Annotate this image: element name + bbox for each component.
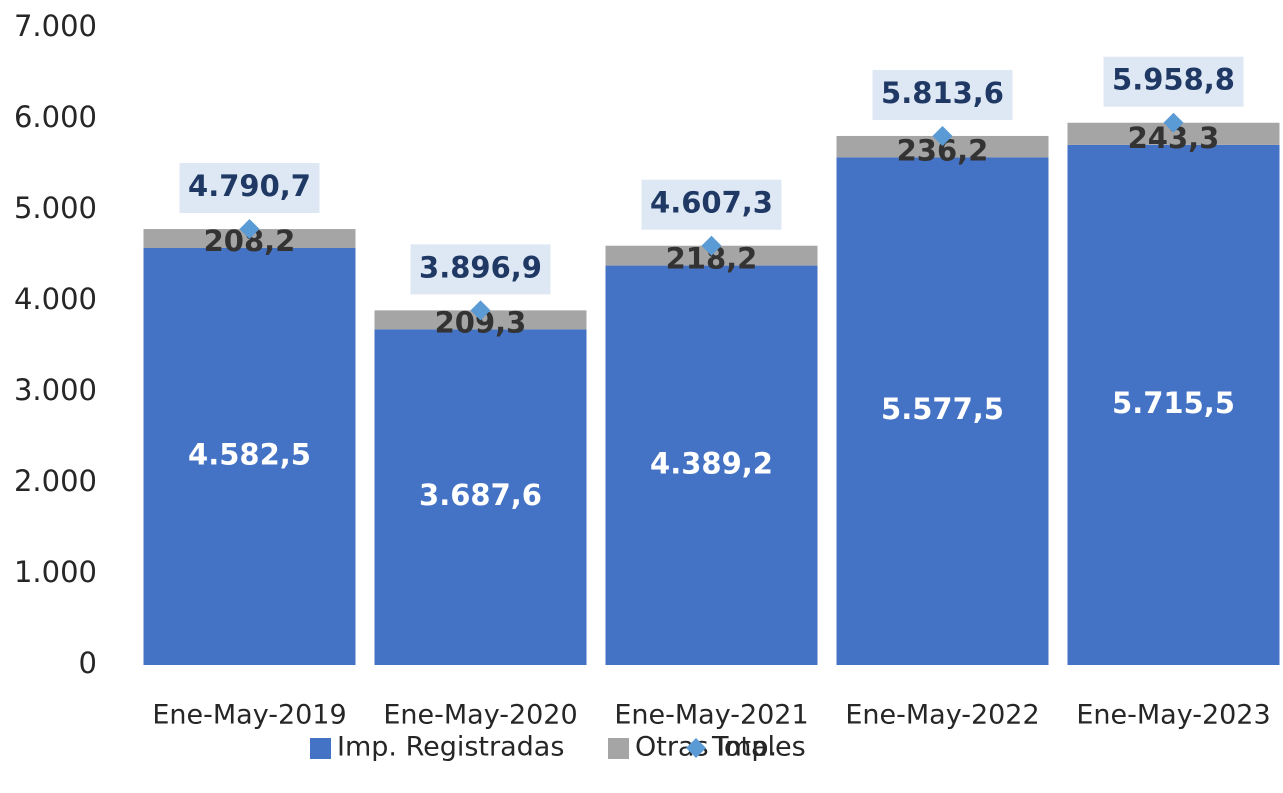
bar-segment <box>143 247 356 665</box>
legend-marker <box>686 738 706 758</box>
label-box <box>1103 56 1244 107</box>
bar-segment <box>374 329 587 665</box>
x-tick-label: Ene-May-2020 <box>383 700 577 731</box>
x-tick-label: Ene-May-2021 <box>614 700 808 731</box>
legend-label: Imp. Registradas <box>337 732 564 763</box>
y-tick-label: 5.000 <box>14 191 97 225</box>
y-tick-label: 4.000 <box>14 282 97 316</box>
y-tick-label: 2.000 <box>14 464 97 498</box>
data-label: 4.389,2 <box>650 446 773 480</box>
data-label: 3.896,9 <box>419 250 542 284</box>
label-box <box>872 69 1013 120</box>
marker <box>932 125 953 146</box>
y-tick-label: 1.000 <box>14 555 97 589</box>
bar-segment <box>836 157 1049 665</box>
data-label: 4.582,5 <box>188 437 311 471</box>
bar-segment <box>605 265 818 665</box>
legend-swatch <box>608 738 629 759</box>
label-box <box>410 244 551 295</box>
y-tick-label: 6.000 <box>14 100 97 134</box>
marker <box>1163 112 1184 133</box>
marker <box>239 219 260 240</box>
y-tick-label: 3.000 <box>14 373 97 407</box>
data-label: 5.813,6 <box>881 76 1004 110</box>
data-label: 5.958,8 <box>1112 63 1235 97</box>
bar-segment <box>836 135 1049 158</box>
legend-swatch <box>310 738 331 759</box>
x-tick-label: Ene-May-2023 <box>1076 700 1270 731</box>
x-tick-label: Ene-May-2022 <box>845 700 1039 731</box>
y-tick-label: 0 <box>79 646 97 680</box>
data-label: 5.577,5 <box>881 392 1004 426</box>
data-label: 3.687,6 <box>419 478 542 512</box>
data-label: 4.607,3 <box>650 186 773 220</box>
marker <box>701 235 722 256</box>
legend-label: Otras Imp. <box>635 732 777 763</box>
legend-label: Totales <box>711 732 806 763</box>
bar-segment <box>1067 122 1280 145</box>
y-tick-label: 7.000 <box>14 9 97 43</box>
marker <box>470 300 491 321</box>
bar-segment <box>1067 144 1280 665</box>
x-tick-label: Ene-May-2019 <box>152 700 346 731</box>
label-box <box>179 163 320 214</box>
label-box <box>641 179 782 230</box>
data-label: 4.790,7 <box>188 169 311 203</box>
data-label: 5.715,5 <box>1112 386 1235 420</box>
